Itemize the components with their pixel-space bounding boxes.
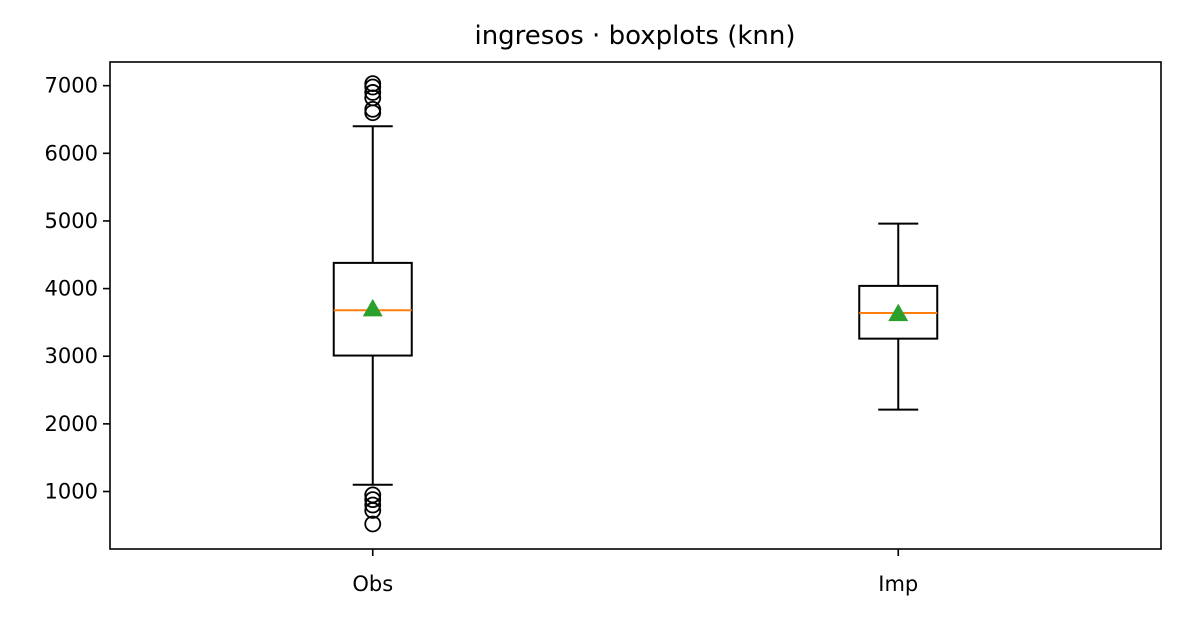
- outlier-point: [364, 491, 382, 509]
- outlier-point: [364, 515, 382, 533]
- x-tick-label: Obs: [352, 572, 393, 596]
- y-tick-label: 3000: [45, 344, 98, 368]
- y-tick-label: 4000: [45, 277, 98, 301]
- outlier-point: [364, 75, 382, 93]
- plot-area-frame: [109, 61, 1162, 550]
- y-axis: 1000 2000 3000 4000 5000 6000 7000: [45, 74, 110, 504]
- y-tick-label: 7000: [45, 74, 98, 98]
- outlier-point: [364, 100, 382, 118]
- chart-title: ingresos · boxplots (knn): [474, 21, 795, 51]
- outlier-point: [364, 84, 382, 101]
- outlier-point: [364, 496, 382, 514]
- mean-marker: [362, 298, 383, 317]
- y-tick-label: 5000: [45, 209, 98, 233]
- y-tick-label: 6000: [45, 141, 98, 165]
- boxplot-series: [332, 75, 939, 533]
- mean-marker: [888, 303, 909, 322]
- y-tick-label: 2000: [45, 412, 98, 436]
- x-tick-label: Imp: [878, 572, 918, 596]
- x-axis: Obs Imp: [352, 549, 918, 596]
- y-tick-label: 1000: [45, 480, 98, 504]
- outlier-point: [364, 104, 382, 122]
- iqr-box: [332, 261, 413, 357]
- outlier-point: [364, 486, 382, 504]
- box-imp: [858, 222, 939, 411]
- box-obs: [332, 75, 413, 533]
